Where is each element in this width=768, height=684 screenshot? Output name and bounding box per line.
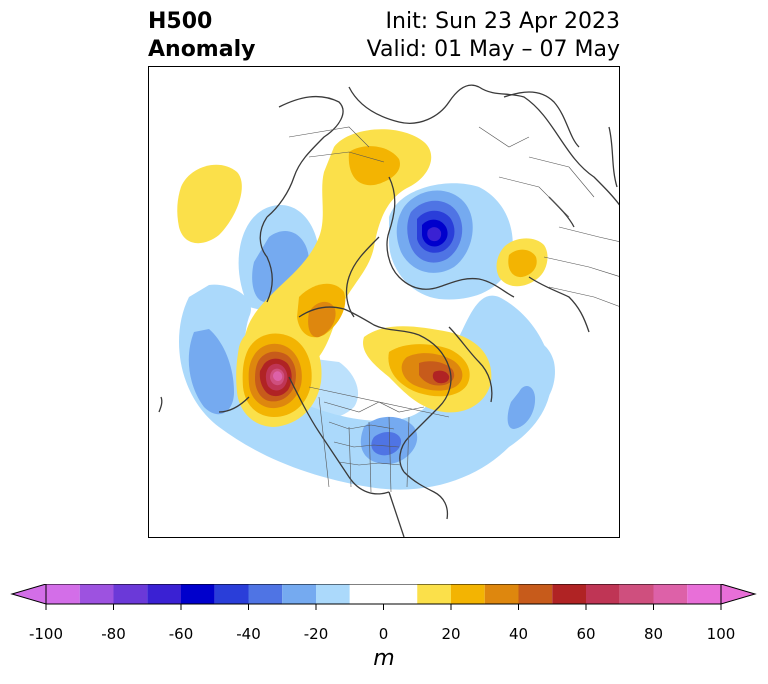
colorbar-cell (417, 584, 451, 604)
negative-anomaly-core (188, 190, 536, 465)
colorbar-cell (79, 584, 114, 604)
colorbar-cell (46, 584, 80, 604)
colorbar-tick-label: -60 (168, 625, 194, 643)
colorbar-cell (619, 584, 654, 604)
colorbar-cell (316, 584, 350, 604)
colorbar (0, 584, 768, 684)
colorbar-extend-high (720, 584, 757, 605)
colorbar-cell (687, 584, 721, 604)
colorbar-cell (586, 584, 620, 604)
colorbar-tick-label: -40 (236, 625, 261, 643)
map-title: H500 Anomaly (148, 8, 255, 64)
date-info: Init: Sun 23 Apr 2023 Valid: 01 May – 07… (367, 8, 620, 64)
colorbar-tick-label: -80 (101, 625, 126, 643)
coastlines (158, 84, 619, 537)
colorbar-cell (451, 584, 485, 604)
colorbar-tick-label: 0 (378, 625, 389, 643)
colorbar-extend-low (10, 584, 47, 605)
variable-label: H500 (148, 9, 213, 34)
colorbar-tick-label: 60 (576, 625, 596, 643)
colorbar-cell (484, 584, 519, 604)
field-label: Anomaly (148, 37, 256, 62)
country-borders (288, 126, 619, 493)
colorbar-cell (214, 584, 249, 604)
colorbar-tick-label: 100 (706, 625, 736, 643)
colorbar-cell (282, 584, 316, 604)
colorbar-cell (653, 584, 688, 604)
colorbar-tick-label: 80 (643, 625, 664, 643)
colorbar-tick-label: 20 (441, 625, 461, 643)
anomaly-map (148, 66, 620, 538)
colorbar-tick-label: -100 (28, 625, 64, 643)
valid-range: Valid: 01 May – 07 May (366, 37, 620, 62)
init-date: Init: Sun 23 Apr 2023 (385, 9, 620, 34)
positive-anomaly-core (242, 146, 537, 417)
colorbar-tick-label: 40 (508, 625, 529, 643)
colorbar-cell (248, 584, 283, 604)
colorbar-cell (552, 584, 586, 604)
colorbar-units: m (373, 646, 395, 671)
colorbar-cell (518, 584, 553, 604)
colorbar-cell (181, 584, 215, 604)
colorbar-cell (147, 584, 181, 604)
colorbar-cell (349, 584, 418, 604)
colorbar-tick-label: -20 (303, 625, 329, 643)
colorbar-cell (113, 584, 148, 604)
